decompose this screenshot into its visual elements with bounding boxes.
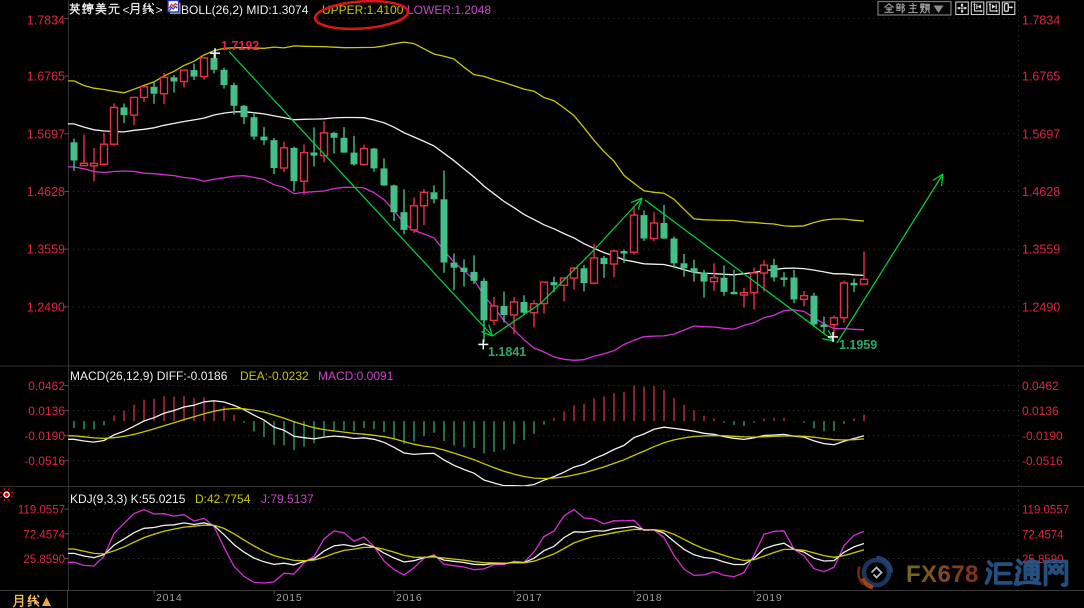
svg-text:2019: 2019 — [756, 592, 783, 604]
svg-text:FX678: FX678 — [906, 561, 979, 588]
svg-text:DEA:-0.0232: DEA:-0.0232 — [240, 369, 309, 383]
svg-text:-0.0190: -0.0190 — [1022, 429, 1063, 443]
svg-text:1.1841: 1.1841 — [488, 345, 526, 359]
svg-text:-0.0516: -0.0516 — [24, 454, 65, 468]
svg-text:BOLL(26,2) MID:1.3074: BOLL(26,2) MID:1.3074 — [181, 3, 309, 17]
svg-text:-0.0516: -0.0516 — [1022, 454, 1063, 468]
svg-text:1.7834: 1.7834 — [1022, 13, 1060, 27]
svg-text:119.0557: 119.0557 — [1022, 505, 1069, 517]
svg-text:MACD:0.0091: MACD:0.0091 — [318, 369, 394, 383]
svg-text:1.3559: 1.3559 — [1022, 243, 1060, 257]
svg-text:<: < — [123, 3, 130, 17]
svg-text:72.4574: 72.4574 — [23, 529, 65, 541]
svg-text:1.5697: 1.5697 — [27, 127, 65, 141]
svg-text:2018: 2018 — [636, 592, 663, 604]
svg-text:1.7192: 1.7192 — [221, 39, 259, 53]
svg-text:D:42.7754: D:42.7754 — [195, 492, 251, 506]
svg-text:1.7834: 1.7834 — [27, 13, 65, 27]
svg-text:119.0557: 119.0557 — [18, 505, 65, 517]
svg-text:1.4628: 1.4628 — [27, 185, 65, 199]
svg-text:2015: 2015 — [276, 592, 303, 604]
svg-text:0.0462: 0.0462 — [28, 379, 65, 393]
svg-text:0.0462: 0.0462 — [1022, 379, 1059, 393]
svg-text:72.4574: 72.4574 — [1022, 529, 1064, 541]
svg-text:25.8590: 25.8590 — [23, 554, 65, 566]
svg-text:1.3559: 1.3559 — [27, 243, 65, 257]
svg-text:1.5697: 1.5697 — [1022, 127, 1060, 141]
svg-text:1.6765: 1.6765 — [1022, 70, 1060, 84]
svg-text:0.0136: 0.0136 — [28, 404, 65, 418]
svg-text:>: > — [156, 3, 163, 17]
svg-text:1.2490: 1.2490 — [27, 300, 65, 314]
svg-text:1.4628: 1.4628 — [1022, 185, 1060, 199]
svg-text:1.6765: 1.6765 — [27, 70, 65, 84]
svg-text:2017: 2017 — [516, 592, 543, 604]
svg-text:LOWER:1.2048: LOWER:1.2048 — [407, 3, 491, 17]
svg-text:1.2490: 1.2490 — [1022, 300, 1060, 314]
svg-text:KDJ(9,3,3) K:55.0215: KDJ(9,3,3) K:55.0215 — [70, 492, 186, 506]
svg-text:2016: 2016 — [396, 592, 423, 604]
svg-text:1.1959: 1.1959 — [839, 338, 877, 352]
svg-text:J:79.5137: J:79.5137 — [261, 492, 314, 506]
svg-text:UPPER:1.4100: UPPER:1.4100 — [322, 3, 404, 17]
svg-text:-0.0190: -0.0190 — [24, 429, 65, 443]
svg-text:2014: 2014 — [156, 592, 183, 604]
svg-text:MACD(26,12,9) DIFF:-0.0186: MACD(26,12,9) DIFF:-0.0186 — [70, 369, 228, 383]
svg-text:0.0136: 0.0136 — [1022, 404, 1059, 418]
